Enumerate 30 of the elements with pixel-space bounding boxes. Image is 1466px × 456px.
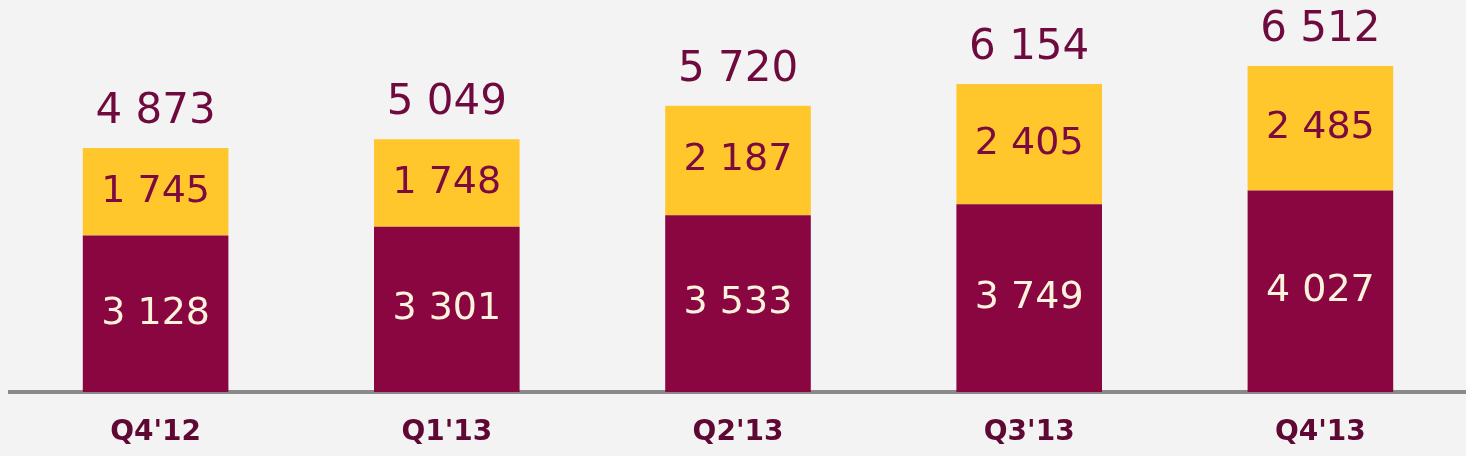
data-label: 1 745 xyxy=(101,166,210,211)
x-tick-label: Q4'13 xyxy=(1274,414,1366,448)
bar xyxy=(1247,190,1394,392)
bar xyxy=(82,235,229,392)
data-label: 3 749 xyxy=(974,273,1084,318)
data-label: 1 748 xyxy=(392,157,502,202)
x-tick-label: Q4'12 xyxy=(110,414,202,448)
total-label: 6 154 xyxy=(969,19,1090,69)
bar xyxy=(665,105,811,216)
bar xyxy=(665,215,811,392)
x-tick-label: Q2'13 xyxy=(692,414,784,448)
data-label: 4 027 xyxy=(1266,266,1375,311)
x-tick-label: Q1'13 xyxy=(401,414,493,448)
data-label: 3 301 xyxy=(392,284,502,329)
data-label: 3 533 xyxy=(683,278,793,323)
data-label: 2 405 xyxy=(974,119,1084,163)
x-tick-label: Q3'13 xyxy=(983,414,1075,448)
bar xyxy=(82,148,229,236)
total-label: 5 720 xyxy=(677,41,799,91)
total-label: 4 873 xyxy=(95,83,216,133)
data-label: 2 187 xyxy=(683,135,793,180)
data-label: 2 485 xyxy=(1266,103,1375,148)
total-label: 5 049 xyxy=(386,75,507,125)
bar xyxy=(956,83,1102,205)
bar xyxy=(1247,66,1394,191)
data-label: 3 128 xyxy=(101,288,210,333)
bar xyxy=(374,226,520,392)
total-label: 6 512 xyxy=(1260,1,1381,51)
bar xyxy=(374,139,520,227)
bar xyxy=(956,204,1102,392)
